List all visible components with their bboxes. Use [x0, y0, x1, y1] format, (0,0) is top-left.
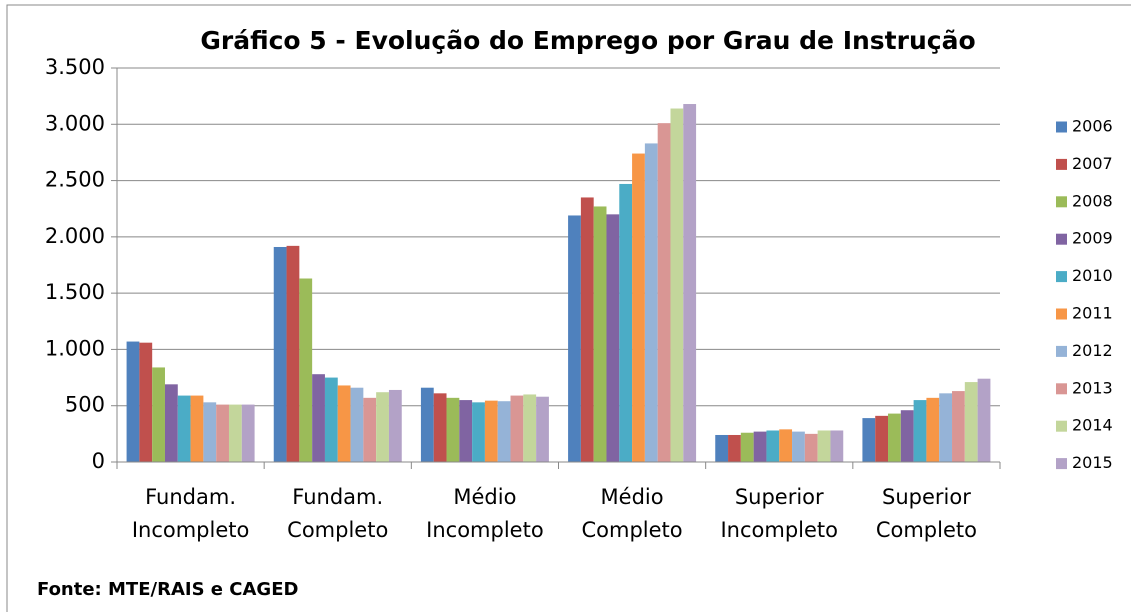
- legend-swatch: [1056, 420, 1067, 432]
- chart-title: Gráfico 5 - Evolução do Emprego por Grau…: [200, 26, 975, 55]
- x-tick-label: Fundam. Incompleto: [131, 485, 250, 542]
- bar: [792, 431, 805, 462]
- bar: [337, 385, 351, 462]
- bar: [203, 402, 217, 462]
- legend-label: 2007: [1072, 154, 1113, 173]
- bar: [977, 378, 991, 462]
- bar: [324, 377, 338, 462]
- bar: [926, 397, 940, 462]
- bar: [644, 143, 658, 462]
- bar: [376, 392, 389, 462]
- bar: [363, 397, 377, 462]
- legend-label: 2006: [1072, 117, 1113, 136]
- chart-frame: [6, 4, 1131, 612]
- bar: [580, 197, 594, 462]
- bar: [830, 430, 844, 462]
- legend-swatch: [1056, 458, 1067, 470]
- x-tick-label: Fundam. Completo: [287, 485, 389, 542]
- bar: [670, 108, 684, 463]
- bar: [273, 246, 287, 462]
- bar: [286, 245, 300, 462]
- bar: [420, 387, 434, 462]
- bar: [228, 404, 242, 462]
- legend-label: 2012: [1072, 341, 1113, 360]
- bar: [779, 429, 793, 462]
- bar: [241, 404, 255, 462]
- source-note: Fonte: MTE/RAIS e CAGED: [37, 579, 298, 600]
- bar: [312, 374, 325, 462]
- legend-swatch: [1056, 308, 1067, 320]
- x-tick-label: Superior Completo: [875, 485, 977, 542]
- y-tick-label: 1.000: [45, 336, 105, 360]
- bar: [952, 391, 965, 462]
- x-tick-label: Superior Incompleto: [720, 485, 839, 542]
- bar: [350, 387, 364, 462]
- bar: [715, 434, 729, 462]
- bar: [913, 400, 927, 462]
- legend-swatch: [1056, 158, 1067, 170]
- legend-swatch: [1056, 233, 1067, 245]
- y-tick-label: 1.500: [45, 280, 105, 304]
- x-tick-label: Médio Completo: [581, 485, 683, 542]
- bar: [446, 397, 460, 462]
- bar: [804, 433, 818, 462]
- x-tick-label: Médio Incompleto: [426, 485, 544, 542]
- bar: [728, 434, 741, 462]
- legend-label: 2013: [1072, 378, 1113, 397]
- bar: [657, 123, 671, 462]
- bar: [875, 415, 889, 462]
- bar: [900, 410, 914, 462]
- legend-swatch: [1056, 345, 1067, 357]
- legend-swatch: [1056, 271, 1067, 283]
- bar: [619, 183, 633, 462]
- bar: [433, 393, 447, 462]
- bar: [939, 393, 953, 462]
- bar: [606, 214, 620, 462]
- bar: [568, 215, 581, 462]
- legend-label: 2008: [1072, 191, 1113, 210]
- legend-label: 2009: [1072, 229, 1113, 248]
- bar: [190, 395, 204, 462]
- y-tick-label: 3.500: [45, 55, 105, 79]
- bar: [484, 400, 498, 462]
- bar: [459, 400, 473, 462]
- bar: [536, 396, 549, 462]
- bar: [472, 402, 485, 462]
- y-tick-label: 3.000: [45, 111, 105, 135]
- y-tick-label: 2.000: [45, 224, 105, 248]
- bar: [216, 404, 229, 462]
- legend-label: 2014: [1072, 416, 1113, 435]
- bar: [862, 418, 876, 462]
- bar: [753, 431, 767, 462]
- bar: [964, 382, 978, 462]
- bar: [164, 384, 178, 462]
- bar: [497, 401, 511, 462]
- bar: [177, 395, 191, 462]
- bar: [152, 367, 165, 462]
- bar: [632, 153, 645, 462]
- y-tick-label: 500: [65, 393, 105, 417]
- bar: [126, 341, 140, 462]
- legend-swatch: [1056, 121, 1067, 133]
- bar: [888, 413, 901, 462]
- bar: [740, 432, 754, 462]
- bar: [139, 342, 153, 462]
- legend-label: 2011: [1072, 304, 1113, 323]
- bar: [299, 278, 313, 462]
- bar: [593, 206, 607, 462]
- bar: [817, 430, 831, 462]
- y-tick-label: 0: [92, 449, 105, 473]
- legend-swatch: [1056, 383, 1067, 395]
- y-tick-label: 2.500: [45, 168, 105, 192]
- legend-label: 2015: [1072, 453, 1113, 472]
- bar: [523, 394, 537, 462]
- bar: [388, 389, 402, 462]
- bar: [510, 395, 524, 462]
- bar: [683, 104, 697, 462]
- legend-swatch: [1056, 196, 1067, 208]
- bar: [766, 430, 780, 462]
- legend-label: 2010: [1072, 266, 1113, 285]
